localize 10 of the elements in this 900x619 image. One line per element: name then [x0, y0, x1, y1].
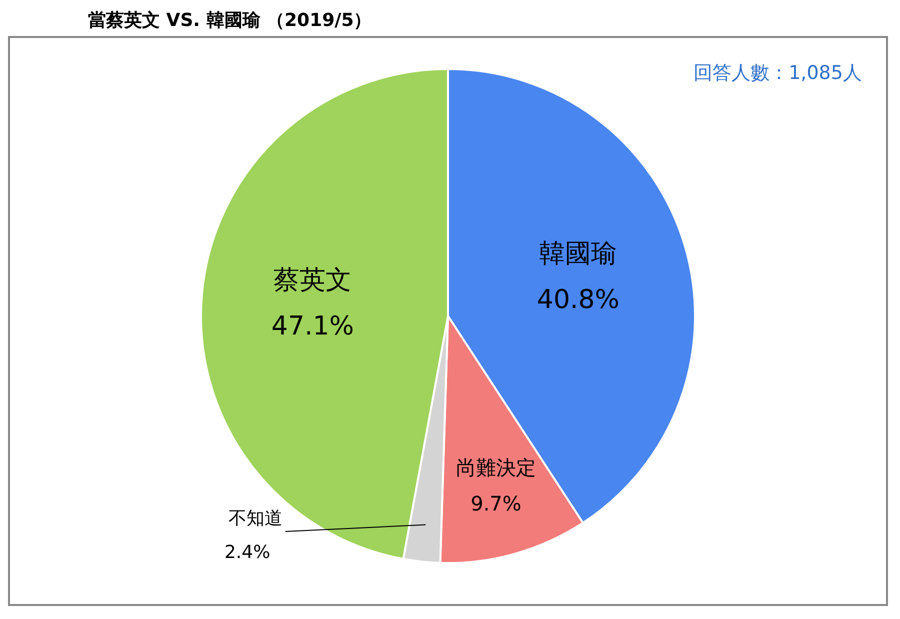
- slice-label: 尚難決定: [456, 455, 536, 480]
- data-label: 40.8%: [536, 285, 620, 316]
- text: 回答人數：1,085人: [694, 61, 862, 86]
- data-label: 9.7%: [470, 491, 522, 516]
- slice-label: 韓國瑜: [539, 239, 618, 270]
- data-label: 47.1%: [271, 311, 354, 342]
- data-label: 2.4%: [224, 542, 270, 564]
- slice-label: 不知道: [228, 508, 282, 530]
- chart-title: 當蔡英文 VS. 韓國瑜 （2019/5）: [88, 9, 373, 33]
- slice-label: 蔡英文: [274, 265, 352, 296]
